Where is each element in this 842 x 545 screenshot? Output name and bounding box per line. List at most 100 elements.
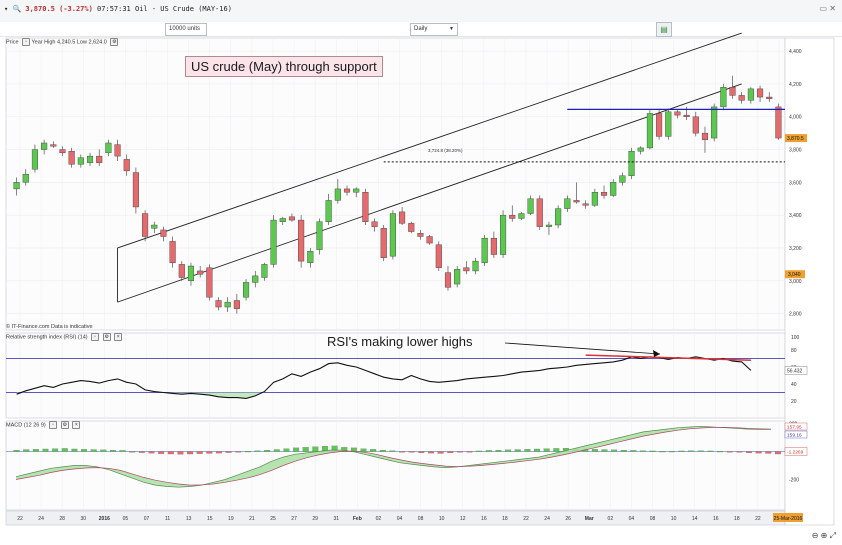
- x-tick-label: 30: [80, 516, 86, 522]
- title-change: (-3.27%): [59, 5, 93, 13]
- candle-body: [105, 142, 112, 154]
- macd-hist-bar: [196, 451, 203, 454]
- macd-hist-bar: [264, 450, 271, 452]
- gear-icon[interactable]: ⚙: [110, 38, 119, 46]
- marker-tag-label: 3,040: [788, 272, 801, 278]
- zoom-out-icon[interactable]: ⊖: [811, 531, 819, 540]
- marker-tag: [785, 270, 805, 279]
- x-tick-label: 31: [333, 516, 339, 522]
- macd-hist-bar: [187, 451, 194, 455]
- macd-hist-bar: [553, 448, 560, 452]
- candle-body: [270, 219, 277, 265]
- macd-hist-bar: [71, 448, 78, 452]
- macd-tag-2-label: 159.16: [787, 433, 802, 439]
- macd-hist-bar: [485, 450, 492, 452]
- macd-hist-bar: [746, 451, 752, 453]
- x-tick-label: 07: [144, 516, 150, 522]
- candle-body: [656, 113, 663, 137]
- candle-body: [334, 188, 341, 201]
- macd-hist-bar: [524, 449, 531, 452]
- x-tick-label: 12: [460, 516, 466, 522]
- macd-pane-label: MACD (12 26 9) ▫ ⚙ ×: [6, 421, 81, 429]
- x-tick-label: 24: [38, 516, 44, 522]
- rsi-tick-label: 100: [791, 335, 800, 341]
- settings-icon[interactable]: ▫: [49, 421, 58, 429]
- macd-hist-bar: [283, 448, 290, 452]
- macd-hist-bar: [649, 450, 656, 452]
- date-tag: [773, 513, 803, 522]
- minimize-icon[interactable]: ▭: [819, 4, 828, 13]
- macd-hist-bar: [273, 449, 280, 452]
- candle-body: [288, 216, 295, 221]
- close-icon[interactable]: ×: [72, 421, 81, 429]
- interval-dropdown[interactable]: Daily ▼: [410, 23, 458, 36]
- macd-hist-bar: [81, 449, 87, 452]
- settings-icon[interactable]: ▫: [91, 333, 100, 341]
- macd-hist-bar: [293, 447, 300, 452]
- trend-channel: [117, 32, 742, 303]
- candle-body: [509, 214, 516, 219]
- zoom-in-icon[interactable]: ⊕: [820, 531, 828, 540]
- candle-body: [683, 114, 690, 117]
- x-tick-label: 27: [291, 516, 297, 522]
- x-tick-label: 11: [165, 516, 170, 522]
- settings-icon[interactable]: ▫: [22, 38, 31, 46]
- candle-body: [206, 267, 213, 298]
- x-tick-label: 21: [249, 516, 255, 522]
- price-tick-label: 4,200: [789, 82, 802, 88]
- source-note: © IT-Finance.com Data is indicative: [6, 324, 93, 330]
- candle-body: [77, 157, 84, 165]
- x-tick-label: 18: [734, 516, 740, 522]
- candle-body: [619, 175, 626, 183]
- price-tick-label: 3,400: [789, 213, 802, 219]
- macd-hist-bar: [775, 451, 781, 455]
- x-tick-label: 16: [713, 516, 719, 522]
- gear-icon[interactable]: ⚙: [60, 421, 69, 429]
- rsi-pane-label: Relative strength index (RSI) (14) ▫ ⚙ ×: [6, 333, 123, 341]
- macd-hist-bar: [543, 448, 550, 452]
- candle-body: [536, 198, 543, 227]
- candle-body: [197, 270, 204, 275]
- candle-body: [86, 155, 94, 163]
- macd-hist-bar: [129, 451, 136, 453]
- x-tick-label: 14: [692, 516, 698, 522]
- expand-icon[interactable]: ⤢: [829, 531, 836, 540]
- x-tick-label: 02: [376, 516, 382, 522]
- rsi-pane-frame: [5, 332, 786, 419]
- macd-hist-bar: [399, 451, 406, 453]
- x-tick-label: 22: [523, 516, 529, 522]
- title-price: 3,870.5: [25, 5, 55, 13]
- candles: [13, 75, 782, 314]
- indicator-icon[interactable]: ▤: [656, 22, 672, 37]
- candle-body: [243, 282, 250, 298]
- rsi-line: [16, 356, 752, 399]
- x-tick-label: 04: [629, 516, 635, 522]
- levels: [383, 108, 785, 163]
- axes: 4,400 4,200 4,000 3,800 3,600 3,400 3,200 3,000…: [17, 49, 808, 522]
- current-price-tag-label: 3,870.5: [787, 136, 804, 142]
- x-tick-label: 13: [186, 516, 192, 522]
- gear-icon[interactable]: ⚙: [102, 333, 111, 341]
- candle-body: [353, 188, 360, 193]
- candle-body: [142, 213, 149, 237]
- macd-hist-bar: [726, 451, 733, 453]
- rsi-lower-highs-line: [585, 354, 751, 361]
- macd-hist-bar: [167, 451, 174, 455]
- candle-body: [757, 88, 764, 98]
- macd-tag-2: [784, 430, 808, 439]
- candle-body: [151, 224, 158, 229]
- macd-hist-bar: [688, 450, 695, 452]
- macd-hist-bar: [302, 447, 309, 452]
- x-tick-label: 05: [123, 516, 129, 522]
- macd-hist-bar: [630, 450, 637, 452]
- candle-body: [472, 260, 479, 272]
- candle-body: [279, 218, 286, 222]
- window-title: ▾ 🔍 3,870.5 (-3.27%) 07:57:31 Oil - US C…: [4, 5, 232, 13]
- candle-body: [362, 192, 369, 222]
- menu-icon[interactable]: ▾: [4, 5, 9, 13]
- channel-lower-line: [117, 83, 742, 303]
- close-icon[interactable]: ✕: [829, 4, 836, 13]
- close-icon[interactable]: ×: [114, 333, 123, 341]
- search-icon[interactable]: 🔍: [12, 5, 22, 13]
